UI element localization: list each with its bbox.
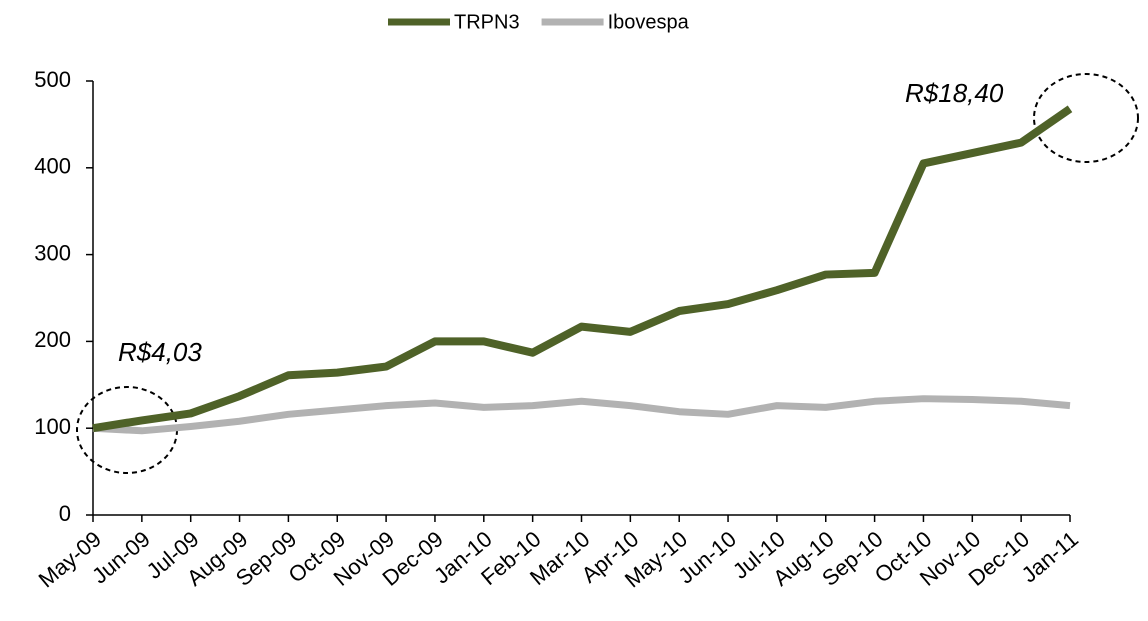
y-tick-label: 200 xyxy=(34,327,71,352)
y-tick-label: 300 xyxy=(34,240,71,265)
x-tick-label: Jan-11 xyxy=(1017,526,1083,587)
series-line xyxy=(92,105,1073,433)
y-tick-label: 500 xyxy=(34,67,71,92)
annotation: R$4,03 xyxy=(118,337,202,367)
legend-label: Ibovespa xyxy=(608,11,690,33)
y-tick-label: 0 xyxy=(59,501,71,526)
y-tick-label: 400 xyxy=(34,154,71,179)
highlight-circle xyxy=(1033,73,1139,163)
legend-label: TRPN3 xyxy=(454,11,520,33)
x-tick-label: May-09 xyxy=(34,526,106,592)
series-line xyxy=(92,395,1071,435)
y-tick-label: 100 xyxy=(34,414,71,439)
annotation: R$18,40 xyxy=(905,78,1004,108)
